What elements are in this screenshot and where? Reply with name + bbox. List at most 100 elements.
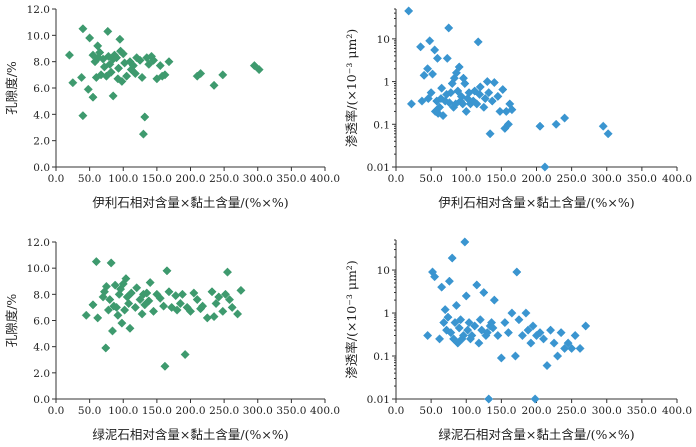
data-point (468, 96, 478, 106)
data-point (430, 45, 440, 55)
y-tick-label: 10 (377, 265, 390, 277)
data-point (467, 330, 477, 341)
data-point (598, 121, 608, 131)
data-point (475, 315, 485, 325)
data-point (446, 328, 456, 338)
x-tick-label: 100.0 (451, 405, 481, 417)
data-point (416, 42, 426, 52)
x-tick-label: 100.0 (451, 173, 481, 185)
x-tick-label: 300.0 (592, 405, 622, 417)
data-point (472, 99, 482, 109)
y-tick-label: 10.0 (27, 263, 50, 275)
data-point (454, 62, 464, 72)
data-point (180, 349, 190, 360)
data-point (254, 65, 264, 75)
data-point (427, 69, 438, 79)
data-point (443, 312, 453, 322)
data-point (425, 36, 435, 46)
data-point (444, 276, 454, 286)
x-tick-label: 150.0 (486, 405, 516, 417)
data-point (118, 49, 128, 59)
data-point (512, 267, 522, 277)
data-point (222, 267, 233, 277)
x-tick-label: 50.0 (78, 405, 101, 417)
data-point (103, 26, 113, 36)
data-point (138, 129, 148, 139)
data-point (140, 112, 150, 122)
x-tick-label: 300.0 (592, 173, 622, 185)
data-point (603, 129, 613, 139)
x-tick-label: 300.0 (243, 405, 273, 417)
data-point (479, 287, 489, 298)
x-tick-label: 400.0 (310, 405, 340, 417)
x-tick-label: 350.0 (276, 173, 306, 185)
data-point (114, 289, 124, 299)
data-point (538, 334, 549, 344)
x-tick-label: 400.0 (310, 173, 340, 185)
data-point (493, 330, 503, 341)
data-point (77, 72, 87, 83)
data-point (117, 318, 127, 328)
data-point (218, 70, 228, 80)
data-point (521, 308, 531, 318)
x-tick-label: 200.0 (521, 173, 551, 185)
data-point (120, 305, 130, 315)
data-point (498, 85, 508, 95)
data-point (461, 291, 471, 301)
y-tick-label: 0.01 (367, 394, 390, 406)
data-point (192, 295, 202, 305)
data-point (575, 343, 585, 353)
data-point (117, 76, 127, 86)
data-point (507, 105, 517, 115)
data-point (107, 326, 118, 336)
data-point (171, 291, 181, 301)
y-tick-label: 8.0 (33, 57, 50, 69)
x-tick-label: 50.0 (78, 173, 101, 185)
data-point (93, 41, 103, 51)
data-point (514, 315, 524, 325)
data-point (130, 302, 140, 312)
data-point (475, 82, 485, 92)
data-point (487, 96, 497, 106)
data-point (503, 328, 513, 338)
y-tick-label: 4.0 (33, 109, 50, 121)
data-point (404, 6, 414, 16)
x-axis-label: 伊利石相对含量×黏土含量/(%×%) (438, 195, 634, 210)
data-point (130, 68, 140, 79)
data-point (68, 78, 78, 88)
data-point (423, 330, 433, 341)
y-tick-label: 0.01 (367, 162, 390, 174)
data-point (549, 338, 559, 348)
data-point (426, 88, 436, 98)
data-point (458, 330, 468, 341)
data-point (540, 162, 550, 172)
data-point (456, 315, 466, 325)
data-point (461, 106, 471, 116)
data-point (563, 338, 573, 348)
x-tick-label: 100.0 (108, 405, 138, 417)
y-tick-label: 12.0 (27, 4, 50, 16)
data-point (567, 343, 577, 353)
data-point (526, 338, 536, 348)
data-point (447, 78, 457, 89)
data-point (535, 121, 545, 131)
data-point (442, 53, 452, 63)
data-point (485, 129, 495, 139)
data-point (460, 237, 470, 247)
data-point (484, 394, 494, 404)
x-tick-label: 300.0 (243, 173, 273, 185)
data-point (480, 94, 490, 104)
data-point (489, 295, 499, 305)
data-point (105, 295, 115, 305)
data-point (444, 98, 454, 108)
data-point (417, 96, 427, 106)
x-tick-label: 250.0 (209, 173, 239, 185)
data-point (98, 292, 108, 302)
x-axis-label: 绿泥石相对含量×黏土含量/(%×%) (92, 427, 288, 442)
data-point (159, 301, 169, 311)
data-point (126, 288, 136, 298)
data-point (406, 99, 417, 109)
x-tick-label: 250.0 (557, 405, 587, 417)
data-point (122, 71, 132, 81)
x-tick-label: 0.0 (48, 173, 65, 185)
